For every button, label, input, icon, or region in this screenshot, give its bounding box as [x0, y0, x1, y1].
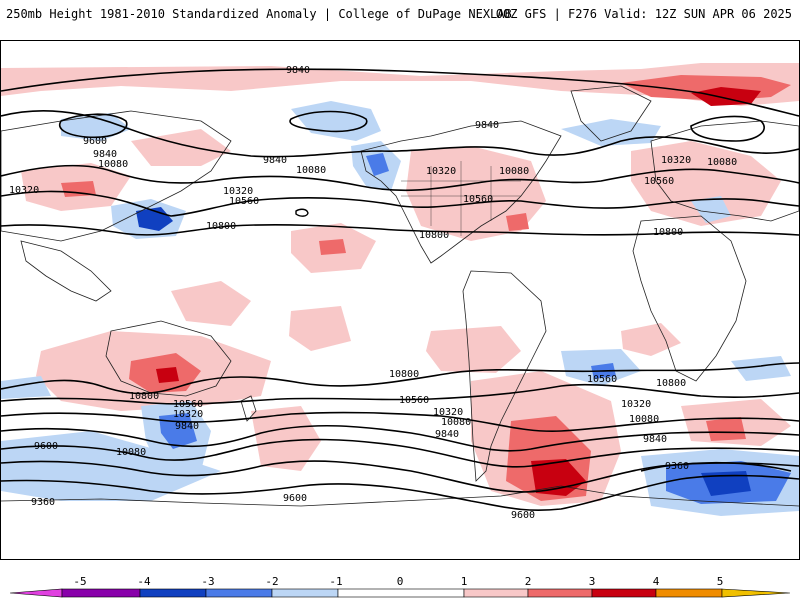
colorbar-swatches	[9, 588, 791, 598]
contour-label: 9840	[475, 120, 499, 131]
anomaly-neg3-japan	[136, 207, 173, 231]
anomaly-neg1-npac	[291, 101, 381, 141]
colorbar-tick: -2	[265, 575, 279, 588]
contour-label: 10800	[129, 391, 159, 402]
contour-label: 10320	[433, 407, 463, 418]
colorbar-tick: -1	[329, 575, 343, 588]
contour-label: 9840	[93, 149, 117, 160]
contour-label: 10800	[656, 378, 686, 389]
contour-label: 9600	[34, 441, 58, 452]
contour-label: 10800	[419, 230, 449, 241]
anomaly-pos3-australia	[156, 367, 179, 383]
contour-label: 9840	[643, 434, 667, 445]
contour-label: 10560	[644, 176, 674, 187]
contour-label: 10080	[296, 165, 326, 176]
contour-label: 10800	[206, 221, 236, 232]
contour-label: 10320	[223, 186, 253, 197]
contour-label: 9840	[435, 429, 459, 440]
contour-label: 10080	[629, 414, 659, 425]
contour-label: 10080	[441, 417, 471, 428]
map-panel: 9840 9600 9840 10080 10320 9840 10080 10…	[0, 40, 800, 560]
contour-label: 9600	[511, 510, 535, 521]
colorbar-swatch-neg4	[61, 588, 141, 598]
anomaly-pos3-sam	[531, 459, 586, 496]
contour-label: 10320	[661, 155, 691, 166]
anomaly-pos1-trop4	[621, 323, 681, 356]
colorbar-swatch-neg2	[205, 588, 273, 598]
coastlines	[1, 85, 799, 507]
contour-label: 9600	[283, 493, 307, 504]
contour-label: 10800	[389, 369, 419, 380]
anomaly-pos1-trop2	[289, 306, 351, 351]
contour-label: 10080	[98, 159, 128, 170]
anomaly-pos2-asia	[61, 181, 96, 197]
contour-label: 9360	[665, 461, 689, 472]
colorbar-tick: 1	[460, 575, 468, 588]
map-title: 250mb Height 1981-2010 Standardized Anom…	[6, 7, 512, 21]
colorbar-tick: 2	[524, 575, 532, 588]
anomaly-neg1-europe	[691, 196, 731, 223]
colorbar-swatch-neg3	[139, 588, 207, 598]
contour-label: 10560	[173, 399, 203, 410]
colorbar-swatch-neg1	[271, 588, 339, 598]
anomaly-shading	[1, 63, 799, 516]
colorbar-swatch-pos5	[721, 588, 791, 598]
contour-label: 9840	[175, 421, 199, 432]
anomaly-pos2-sindian3	[706, 417, 746, 441]
contour-label: 10800	[653, 227, 683, 238]
anomaly-neg2-alaska	[366, 153, 389, 176]
colorbar-swatch-pos1	[463, 588, 529, 598]
colorbar-swatch-zero	[337, 588, 465, 598]
contour-label: 9840	[286, 65, 310, 76]
anomaly-pos1-europe	[631, 141, 781, 226]
header: 250mb Height 1981-2010 Standardized Anom…	[0, 0, 800, 40]
contour-label: 10560	[463, 194, 493, 205]
contour-label: 10080	[499, 166, 529, 177]
contour-label: 10320	[173, 409, 203, 420]
contour-label: 9360	[31, 497, 55, 508]
contour-label: 10560	[399, 395, 429, 406]
colorbar-tick: 4	[652, 575, 660, 588]
anomaly-neg1-sindian2	[731, 356, 791, 381]
anomaly-pos3-arctic	[691, 87, 761, 106]
colorbar-tick: 0	[396, 575, 404, 588]
colorbar-tick: -5	[73, 575, 87, 588]
height-contours	[1, 68, 799, 511]
anomaly-neg1-atlantic	[561, 119, 661, 146]
colorbar-tick: -4	[137, 575, 151, 588]
anomaly-pos1-trop3	[426, 326, 521, 373]
colorbar-tick: 3	[588, 575, 596, 588]
contour-labels: 9840 9600 9840 10080 10320 9840 10080 10…	[9, 65, 737, 521]
contour-label: 10560	[229, 196, 259, 207]
anomaly-pos2-pacific	[319, 239, 346, 255]
contour-label: 10080	[116, 447, 146, 458]
anomaly-pos1-arctic	[1, 63, 799, 106]
contour-label: 10560	[587, 374, 617, 385]
anomaly-pos1-trop1	[171, 281, 251, 326]
colorbar-swatch-neg5	[9, 588, 63, 598]
colorbar-swatch-pos4	[655, 588, 723, 598]
contour-label: 9600	[83, 136, 107, 147]
colorbar-tick: -3	[201, 575, 215, 588]
anomaly-neg3-antarctic	[701, 471, 751, 496]
anomaly-pos1-spac	[251, 406, 321, 471]
contour-label: 10080	[707, 157, 737, 168]
anomaly-pos2-namerica	[506, 213, 529, 231]
colorbar-tick: 5	[716, 575, 724, 588]
colorbar-swatch-pos2	[527, 588, 593, 598]
contour-label: 10320	[9, 185, 39, 196]
colorbar	[9, 588, 791, 598]
contour-label: 10320	[426, 166, 456, 177]
map-svg: 9840 9600 9840 10080 10320 9840 10080 10…	[1, 63, 799, 521]
contour-label: 10320	[621, 399, 651, 410]
model-valid-time: 00Z GFS | F276 Valid: 12Z SUN APR 06 202…	[495, 7, 792, 21]
colorbar-swatch-pos3	[591, 588, 657, 598]
contour-label: 9840	[263, 155, 287, 166]
